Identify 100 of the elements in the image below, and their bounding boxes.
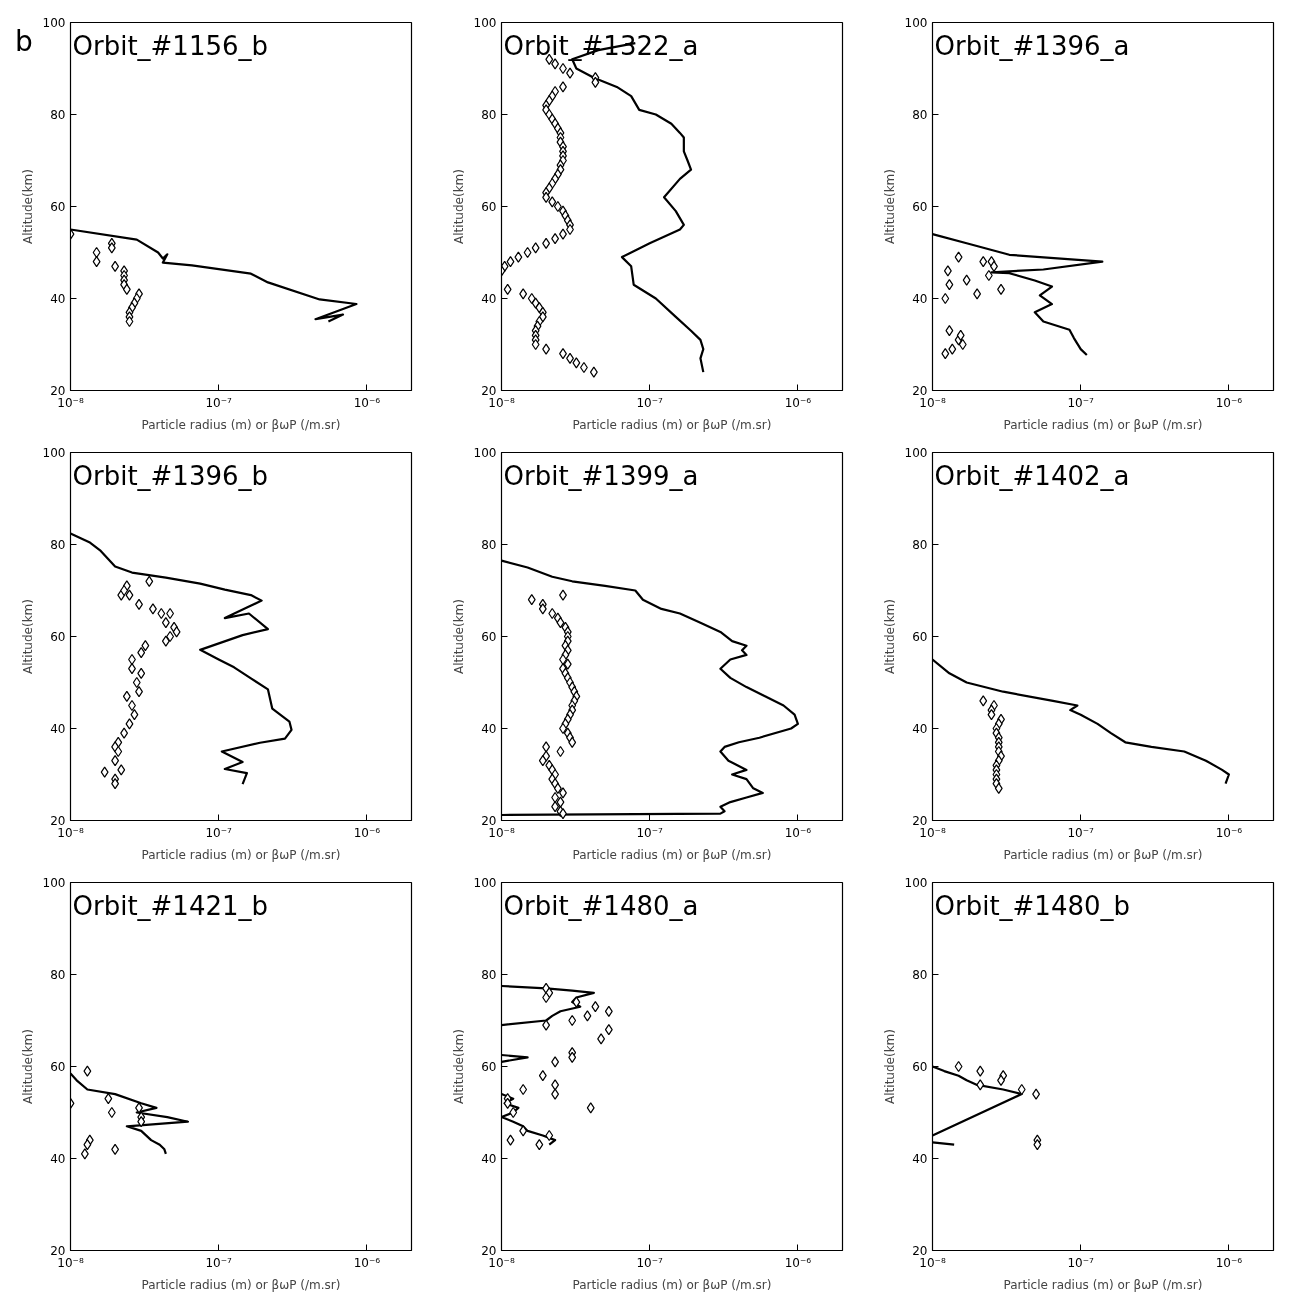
y-tick-label: 60 <box>912 1060 928 1074</box>
y-tick-label: 40 <box>912 722 928 736</box>
y-tick-label: 20 <box>912 814 928 828</box>
x-tick-label: 10⁻⁷ <box>205 1255 233 1270</box>
y-tick-label: 80 <box>50 108 66 122</box>
x-axis-title: Particle radius (m) or βωP (/m.sr) <box>141 417 341 432</box>
x-tick-label: 10⁻⁷ <box>636 1255 664 1270</box>
x-tick-label: 10⁻⁶ <box>784 1255 812 1270</box>
y-tick-label: 20 <box>50 384 66 398</box>
y-tick-label: 80 <box>481 108 497 122</box>
x-axis-title: Particle radius (m) or βωP (/m.sr) <box>141 847 341 862</box>
y-tick-label: 60 <box>50 200 66 214</box>
y-axis-title: Altitude(km) <box>882 1029 897 1104</box>
chart-title: Orbit_#1399_a <box>503 460 699 491</box>
x-axis-title: Particle radius (m) or βωP (/m.sr) <box>572 1277 772 1292</box>
y-tick-label: 60 <box>481 200 497 214</box>
text: b <box>15 25 33 58</box>
x-tick-label: 10⁻⁸ <box>57 1255 84 1270</box>
y-tick-label: 100 <box>42 446 66 460</box>
y-tick-label: 100 <box>473 16 497 30</box>
y-tick-label: 20 <box>912 384 928 398</box>
x-tick-label: 10⁻⁷ <box>636 825 664 840</box>
x-tick-label: 10⁻⁶ <box>353 395 381 410</box>
x-tick-label: 10⁻⁷ <box>205 395 233 410</box>
y-tick-label: 80 <box>912 108 928 122</box>
chart-title: Orbit_#1421_b <box>72 890 269 921</box>
y-tick-label: 100 <box>473 446 497 460</box>
x-axis-title: Particle radius (m) or βωP (/m.sr) <box>1003 847 1203 862</box>
x-tick-label: 10⁻⁸ <box>488 395 515 410</box>
x-tick-label: 10⁻⁶ <box>353 825 381 840</box>
y-axis-title: Altitude(km) <box>20 599 35 674</box>
x-tick-label: 10⁻⁷ <box>636 395 664 410</box>
y-tick-label: 80 <box>481 968 497 982</box>
y-tick-label: 100 <box>904 876 928 890</box>
y-tick-label: 40 <box>50 722 66 736</box>
x-tick-label: 10⁻⁶ <box>1215 825 1243 840</box>
x-tick-label: 10⁻⁷ <box>205 825 233 840</box>
x-axis-title: Particle radius (m) or βωP (/m.sr) <box>1003 1277 1203 1292</box>
chart-title: Orbit_#1396_b <box>72 460 269 491</box>
chart-title: Orbit_#1156_b <box>72 30 269 61</box>
chart-title: Orbit_#1480_a <box>503 890 699 921</box>
y-tick-label: 20 <box>50 814 66 828</box>
y-tick-label: 40 <box>481 1152 497 1166</box>
chart-title: Orbit_#1402_a <box>934 460 1130 491</box>
x-tick-label: 10⁻⁶ <box>1215 395 1243 410</box>
y-tick-label: 60 <box>481 630 497 644</box>
y-tick-label: 40 <box>912 292 928 306</box>
y-tick-label: 40 <box>912 1152 928 1166</box>
y-tick-label: 100 <box>42 876 66 890</box>
y-axis-title: Altitude(km) <box>20 169 35 244</box>
x-tick-label: 10⁻⁷ <box>1067 825 1095 840</box>
x-tick-label: 10⁻⁸ <box>57 395 84 410</box>
y-tick-label: 60 <box>912 200 928 214</box>
x-tick-label: 10⁻⁷ <box>1067 1255 1095 1270</box>
y-tick-label: 80 <box>50 968 66 982</box>
x-tick-label: 10⁻⁷ <box>1067 395 1095 410</box>
y-tick-label: 100 <box>904 446 928 460</box>
x-tick-label: 10⁻⁶ <box>784 395 812 410</box>
y-tick-label: 40 <box>50 1152 66 1166</box>
x-axis-title: Particle radius (m) or βωP (/m.sr) <box>572 847 772 862</box>
y-tick-label: 60 <box>50 1060 66 1074</box>
y-tick-label: 20 <box>481 384 497 398</box>
x-tick-label: 10⁻⁸ <box>919 395 946 410</box>
x-tick-label: 10⁻⁸ <box>919 825 946 840</box>
chart-title: Orbit_#1480_b <box>934 890 1131 921</box>
y-tick-label: 20 <box>50 1244 66 1258</box>
y-tick-label: 80 <box>50 538 66 552</box>
x-tick-label: 10⁻⁸ <box>488 1255 515 1270</box>
y-tick-label: 20 <box>912 1244 928 1258</box>
y-axis-title: Altitude(km) <box>451 1029 466 1104</box>
y-tick-label: 100 <box>904 16 928 30</box>
y-tick-label: 80 <box>912 968 928 982</box>
x-axis-title: Particle radius (m) or βωP (/m.sr) <box>141 1277 341 1292</box>
y-tick-label: 20 <box>481 1244 497 1258</box>
y-tick-label: 40 <box>481 722 497 736</box>
x-tick-label: 10⁻⁸ <box>919 1255 946 1270</box>
y-axis-title: Altitude(km) <box>20 1029 35 1104</box>
y-axis-title: Altitude(km) <box>882 599 897 674</box>
chart-title: Orbit_#1396_a <box>934 30 1130 61</box>
y-tick-label: 100 <box>473 876 497 890</box>
x-tick-label: 10⁻⁶ <box>784 825 812 840</box>
y-tick-label: 40 <box>50 292 66 306</box>
y-tick-label: 100 <box>42 16 66 30</box>
y-tick-label: 20 <box>481 814 497 828</box>
x-tick-label: 10⁻⁶ <box>353 1255 381 1270</box>
y-tick-label: 60 <box>912 630 928 644</box>
x-axis-title: Particle radius (m) or βωP (/m.sr) <box>1003 417 1203 432</box>
y-tick-label: 80 <box>912 538 928 552</box>
y-tick-label: 40 <box>481 292 497 306</box>
x-tick-label: 10⁻⁸ <box>488 825 515 840</box>
x-tick-label: 10⁻⁸ <box>57 825 84 840</box>
y-axis-title: Altitude(km) <box>451 169 466 244</box>
x-axis-title: Particle radius (m) or βωP (/m.sr) <box>572 417 772 432</box>
y-axis-title: Altitude(km) <box>451 599 466 674</box>
y-tick-label: 60 <box>481 1060 497 1074</box>
x-tick-label: 10⁻⁶ <box>1215 1255 1243 1270</box>
y-axis-title: Altitude(km) <box>882 169 897 244</box>
y-tick-label: 60 <box>50 630 66 644</box>
chart-title: Orbit_#1322_a <box>503 30 699 61</box>
y-tick-label: 80 <box>481 538 497 552</box>
